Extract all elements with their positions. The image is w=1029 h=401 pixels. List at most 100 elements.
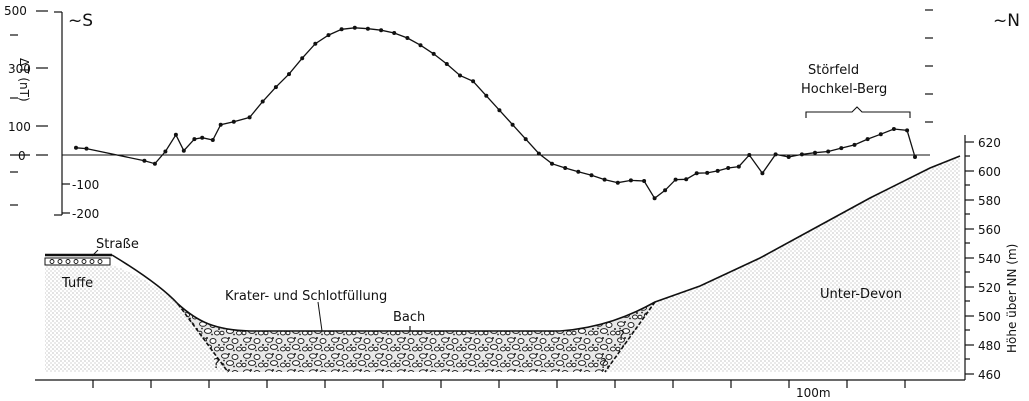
anomaly-point [326, 33, 331, 38]
anomaly-point [200, 135, 205, 140]
elev-600: 600 [978, 165, 1001, 179]
anomaly-point [913, 155, 917, 159]
disturbance-label-1: Störfeld [808, 63, 859, 78]
anomaly-point [458, 73, 462, 78]
scale-ticks [92, 380, 906, 388]
anomaly-point [642, 179, 647, 183]
left-tick-minus200: -200 [72, 207, 99, 221]
anomaly-point [300, 56, 305, 61]
upper-right-scale [925, 9, 933, 123]
anomaly-point [405, 36, 410, 40]
anomaly-point [181, 148, 186, 153]
anomaly-point [444, 62, 449, 66]
anomaly-axes [10, 10, 70, 216]
anomaly-point [715, 168, 720, 173]
left-axis-labels: 500 300 100 0 -100 -200 ΔT (nT) ~S ~N [4, 4, 1020, 221]
anomaly-point [339, 27, 344, 32]
fault-left [177, 303, 229, 373]
anomaly-point [431, 51, 436, 56]
anomaly-point [210, 138, 215, 142]
anomaly-point [652, 196, 657, 201]
left-tick-500: 500 [4, 4, 27, 18]
anomaly-point [173, 132, 178, 137]
anomaly-point [786, 155, 791, 159]
road-leader [91, 249, 99, 257]
anomaly-point [471, 79, 476, 84]
anomaly-point [852, 142, 857, 147]
anomaly-point [726, 166, 731, 170]
anomaly-point [523, 137, 528, 142]
road-label: Straße [96, 237, 139, 252]
anomaly-point [760, 171, 765, 176]
anomaly-line [75, 27, 916, 200]
fault-right [604, 301, 656, 373]
elev-580: 580 [978, 194, 1001, 208]
anomaly-point [747, 153, 752, 157]
south-label: ~S [68, 11, 93, 31]
crater-fill [178, 302, 655, 372]
question-mark-mid: ? [618, 329, 625, 344]
anomaly-point [736, 164, 741, 169]
elev-460: 460 [978, 368, 1001, 382]
brook-label: Bach [393, 310, 425, 325]
anomaly-point [684, 177, 689, 182]
elev-500: 500 [978, 310, 1001, 324]
anomaly-point [615, 180, 620, 185]
tuff-label: Tuffe [61, 276, 93, 291]
anomaly-point [484, 93, 489, 98]
anomaly-point [878, 132, 883, 137]
anomaly-point [550, 161, 554, 166]
tuff-circles [49, 259, 103, 264]
elev-480: 480 [978, 339, 1001, 353]
elevation-ticks [965, 141, 974, 375]
anomaly-point [510, 122, 515, 127]
fill-leader [317, 301, 323, 332]
anomaly-point [628, 178, 633, 183]
anomaly-point [497, 108, 502, 113]
anomaly-point [192, 137, 197, 142]
elevation-labels: 620 600 580 560 540 520 500 480 460 Höhe… [978, 136, 1019, 382]
tuff-layer [44, 257, 111, 266]
anomaly-point [365, 26, 370, 31]
left-tick-minus100: -100 [72, 178, 99, 192]
anomaly-point [773, 152, 778, 157]
cross-section: Straße Tuffe Krater- und Schlotfüllung B… [44, 155, 961, 373]
anomaly-point [563, 166, 568, 170]
anomaly-point [705, 170, 710, 175]
elev-560: 560 [978, 223, 1001, 237]
anomaly-point [352, 25, 357, 30]
north-label: ~N [993, 11, 1020, 31]
anomaly-point [536, 151, 541, 156]
elev-540: 540 [978, 252, 1001, 266]
anomaly-point [663, 188, 668, 193]
elevation-axis [964, 135, 974, 380]
scale-100m-label: 100m [796, 386, 831, 400]
unter-devon-left [45, 265, 228, 372]
anomaly-point [273, 85, 278, 90]
disturbance-label-2: Hochkel-Berg [801, 82, 887, 97]
elev-520: 520 [978, 281, 1001, 295]
left-tick-0: 0 [18, 149, 26, 163]
anomaly-point [839, 146, 844, 151]
fill-label: Krater- und Schlotfüllung [225, 289, 387, 304]
anomaly-point [379, 28, 384, 33]
elevation-axis-title: Höhe über NN (m) [1005, 244, 1019, 353]
anomaly-point [218, 122, 223, 127]
unter-devon-right [605, 156, 960, 372]
anomaly-point [826, 149, 831, 154]
left-tick-300: 300 [8, 62, 31, 76]
anomaly-point [905, 128, 910, 133]
anomaly-point [589, 173, 594, 178]
anomaly-point [260, 99, 265, 104]
anomaly-point [602, 177, 607, 182]
question-mark-left: ? [213, 357, 220, 372]
bedrock-label: Unter-Devon [820, 287, 902, 302]
elev-620: 620 [978, 136, 1001, 150]
anomaly-point [74, 145, 78, 150]
anomaly-point [418, 43, 423, 48]
anomaly-point [799, 152, 804, 157]
horizontal-scale [35, 379, 965, 388]
anomaly-point [152, 161, 157, 166]
question-mark-right: ? [600, 357, 607, 372]
anomaly-point [392, 31, 397, 35]
